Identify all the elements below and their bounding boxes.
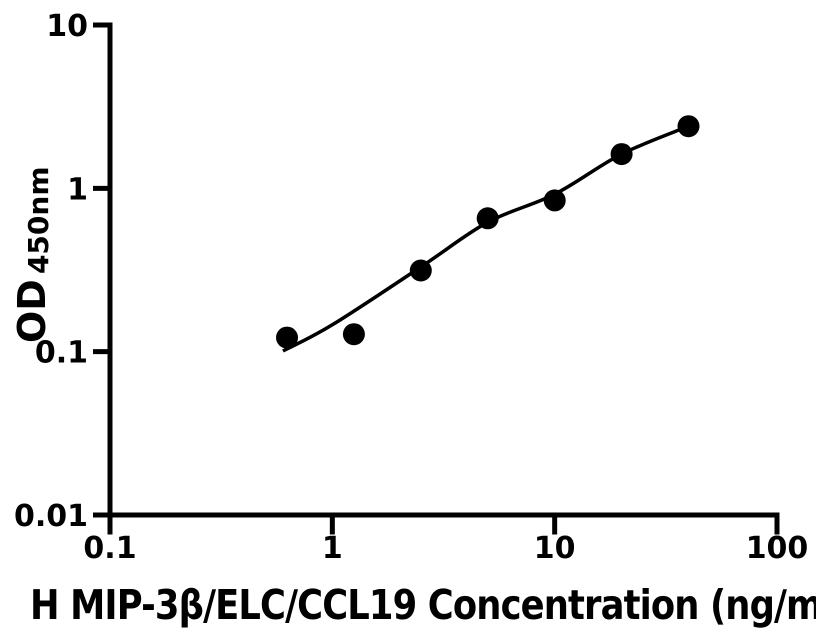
y-tick-label: 0.1 <box>35 336 88 371</box>
x-axis: 0.1 1 10 100 <box>83 512 808 566</box>
data-point <box>543 189 566 212</box>
data-point <box>476 207 499 230</box>
data-point <box>276 326 298 349</box>
x-axis-ticks <box>107 515 780 535</box>
x-tick-label: 100 <box>746 531 809 566</box>
y-tick-label: 1 <box>67 172 88 207</box>
x-tick-label: 10 <box>534 531 576 566</box>
x-axis-title: H MIP-3β/ELC/CCL19 Concentration (ng/m <box>30 581 816 629</box>
y-axis: 0.01 0.1 1 10 <box>14 9 113 534</box>
x-tick-label: 0.1 <box>83 531 136 566</box>
data-point <box>610 143 633 166</box>
y-axis-ticks <box>93 22 110 518</box>
data-point <box>342 323 365 346</box>
y-tick-label: 0.01 <box>14 499 88 534</box>
x-axis-tick-labels: 0.1 1 10 100 <box>83 531 808 566</box>
data-point <box>677 115 700 138</box>
y-axis-title-subscript: 450nm <box>22 166 55 274</box>
x-tick-label: 1 <box>322 531 343 566</box>
y-tick-label: 10 <box>46 9 88 44</box>
data-points <box>276 115 700 349</box>
y-axis-title: OD 450nm <box>10 166 55 343</box>
data-point <box>409 259 432 282</box>
y-axis-title-main: OD <box>10 279 54 343</box>
y-axis-tick-labels: 0.01 0.1 1 10 <box>14 9 88 534</box>
